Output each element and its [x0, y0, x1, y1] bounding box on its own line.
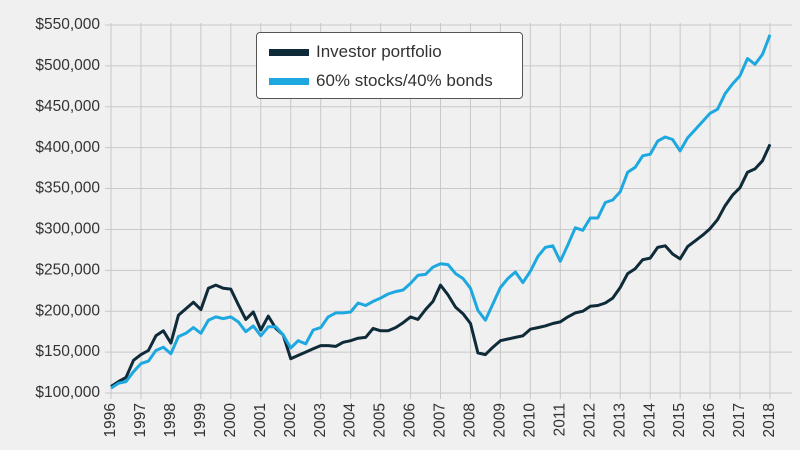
y-tick-label: $200,000: [35, 302, 100, 319]
y-axis-ticks: $100,000 $150,000 $200,000 $250,000 $300,000…: [35, 16, 100, 401]
x-axis-ticks: 1996 1997 1998 1999 2000 2001 2002 2003 2004 2005…: [102, 403, 778, 438]
legend-label: Investor portfolio: [316, 42, 442, 61]
series-lines: [110, 34, 772, 390]
y-tick-label: $400,000: [35, 139, 100, 156]
y-tick-label: $150,000: [35, 343, 100, 360]
legend-item-investor-portfolio: Investor portfolio: [269, 42, 442, 62]
x-tick-label: 2005: [372, 403, 389, 437]
y-tick-label: $350,000: [35, 180, 100, 197]
y-tick-label: $300,000: [35, 221, 100, 238]
y-tick-label: $250,000: [35, 261, 100, 278]
gridlines: [105, 23, 792, 399]
x-tick-label: 2006: [402, 403, 419, 437]
y-tick-label: $500,000: [35, 57, 100, 74]
x-tick-label: 1999: [192, 403, 209, 437]
legend-item-60-40: 60% stocks/40% bonds: [269, 71, 493, 91]
x-tick-label: 2018: [761, 403, 778, 437]
x-tick-label: 2007: [432, 403, 449, 437]
x-tick-label: 2014: [641, 403, 658, 438]
x-tick-label: 2016: [701, 403, 718, 437]
x-tick-label: 2010: [521, 403, 538, 438]
x-tick-label: 2015: [671, 403, 688, 437]
legend-swatch-60-40: [269, 77, 309, 85]
x-tick-label: 2013: [611, 403, 628, 437]
x-tick-label: 2004: [342, 403, 359, 438]
series-line-60-40: [110, 34, 772, 390]
x-tick-label: 2008: [462, 403, 479, 437]
x-tick-label: 2001: [252, 403, 269, 437]
x-tick-label: 1997: [132, 403, 149, 437]
x-tick-label: 2011: [551, 403, 568, 436]
x-tick-label: 2002: [282, 403, 299, 437]
x-tick-label: 2009: [492, 403, 509, 437]
x-tick-label: 1998: [162, 403, 179, 437]
x-tick-label: 2000: [222, 403, 239, 438]
y-tick-label: $450,000: [35, 98, 100, 115]
series-line-investor-portfolio: [110, 143, 772, 388]
x-tick-label: 1996: [102, 403, 119, 437]
y-tick-label: $100,000: [35, 384, 100, 401]
x-tick-label: 2017: [731, 403, 748, 437]
x-tick-label: 2003: [312, 403, 329, 437]
x-tick-label: 2012: [581, 403, 598, 437]
legend: Investor portfolio 60% stocks/40% bonds: [256, 32, 523, 99]
legend-label: 60% stocks/40% bonds: [316, 71, 493, 90]
y-tick-label: $550,000: [35, 16, 100, 33]
legend-swatch-investor-portfolio: [269, 48, 309, 56]
